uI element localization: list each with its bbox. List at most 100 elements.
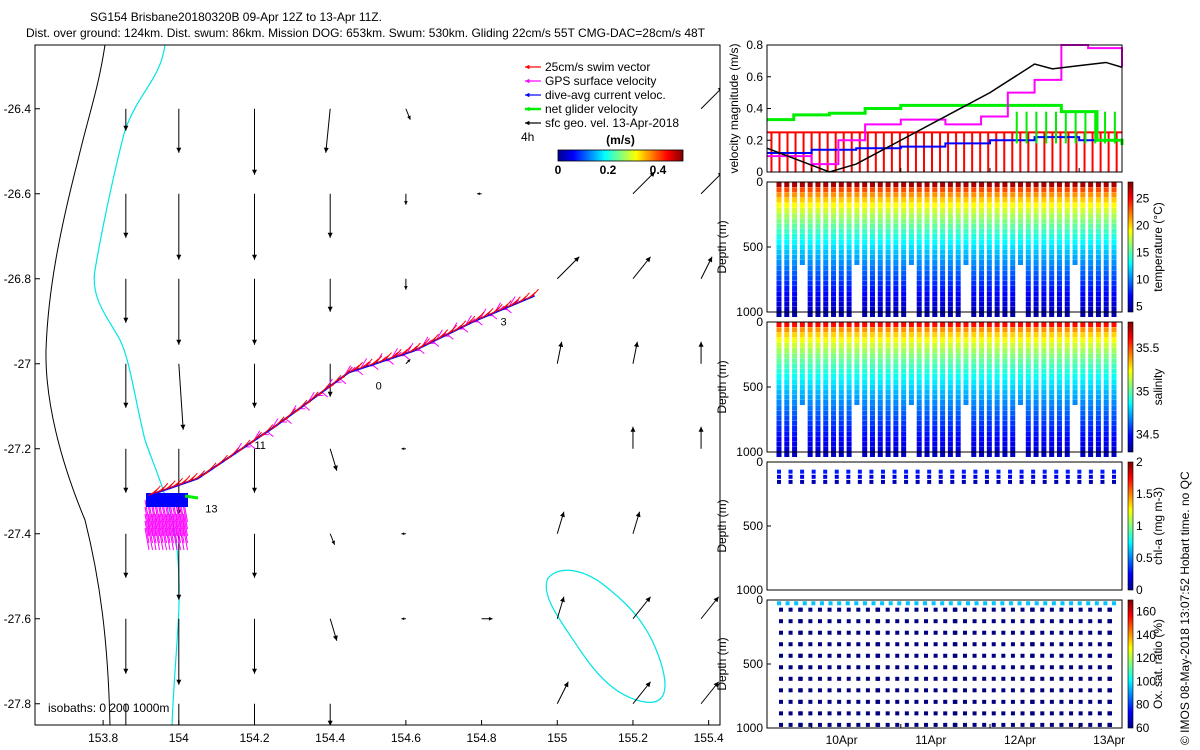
- profile-sample: [1049, 327, 1055, 333]
- profile-sample: [1080, 244, 1086, 250]
- profile-sample: [1002, 405, 1008, 411]
- profile-sample: [1088, 353, 1094, 359]
- profile-sample: [799, 327, 805, 333]
- profile-sample: [808, 699, 813, 704]
- profile-sample: [955, 291, 961, 297]
- profile-sample: [1033, 265, 1039, 271]
- profile-sample: [1041, 374, 1047, 379]
- profile-sample: [807, 332, 813, 338]
- profile-sample: [979, 228, 985, 234]
- arrow-head: [332, 465, 338, 471]
- profile-sample: [1042, 469, 1047, 474]
- profile-sample: [1064, 270, 1070, 276]
- profile-sample: [1064, 213, 1070, 219]
- profile-sample: [1059, 607, 1064, 612]
- profile-sample: [1025, 410, 1031, 416]
- profile-sample: [784, 342, 790, 348]
- swim-vector: [212, 463, 221, 469]
- profile-sample: [901, 394, 907, 400]
- profile-sample: [1064, 436, 1070, 442]
- profile-sample: [1033, 312, 1039, 317]
- profile-sample: [1103, 202, 1109, 208]
- profile-sample: [846, 270, 852, 276]
- profile-sample: [908, 379, 914, 385]
- profile-sample: [862, 374, 868, 379]
- profile-sample: [1059, 722, 1064, 727]
- profile-sample: [808, 642, 813, 647]
- profile-sample: [1095, 249, 1101, 255]
- profile-sample: [1033, 270, 1039, 276]
- profile-sample: [932, 426, 938, 431]
- profile-sample: [779, 619, 783, 624]
- profile-sample: [1059, 688, 1064, 693]
- profile-sample: [1033, 405, 1039, 411]
- profile-sample: [1001, 630, 1006, 635]
- profile-sample: [1049, 182, 1055, 187]
- velocity-series-line: [767, 136, 1123, 154]
- profile-sample: [1103, 436, 1109, 442]
- profile-sample: [827, 653, 832, 658]
- profile-sample: [1056, 197, 1062, 203]
- profile-sample: [788, 630, 793, 635]
- profile-sample: [1049, 213, 1055, 219]
- profile-sample: [916, 420, 922, 426]
- profile-sample: [916, 426, 922, 431]
- y-tick-label: -26.8: [4, 272, 32, 286]
- profile-sample: [838, 202, 844, 208]
- profile-sample: [877, 441, 883, 447]
- profile-sample: [1111, 223, 1117, 229]
- profile-sample: [1041, 249, 1047, 255]
- profile-sample: [953, 653, 958, 658]
- profile-sample: [811, 601, 816, 606]
- profile-sample: [1103, 410, 1109, 416]
- profile-sample: [776, 405, 782, 411]
- profile-sample: [862, 306, 868, 312]
- profile-sample: [865, 711, 870, 716]
- profile-sample: [1056, 436, 1062, 442]
- profile-sample: [854, 322, 860, 327]
- profile-sample: [869, 218, 875, 224]
- profile-sample: [784, 420, 790, 426]
- profile-sample: [862, 254, 868, 260]
- profile-sample: [831, 426, 837, 431]
- swim-vector: [197, 470, 206, 479]
- arrow-head: [645, 256, 651, 263]
- profile-sample: [901, 348, 907, 353]
- profile-sample: [1103, 415, 1109, 421]
- profile-sample: [846, 441, 852, 447]
- swim-vector: [400, 348, 408, 356]
- profile-sample: [1040, 688, 1045, 693]
- profile-sample: [1002, 249, 1008, 255]
- profile-sample: [862, 228, 868, 234]
- profile-sample: [854, 239, 860, 245]
- profile-sample: [1088, 389, 1094, 395]
- profile-sample: [1041, 218, 1047, 224]
- profile-sample: [971, 394, 977, 400]
- profile-sample: [932, 368, 938, 374]
- profile-sample: [1095, 218, 1101, 224]
- profile-sample: [885, 368, 891, 374]
- profile-sample: [799, 208, 805, 213]
- legend-label: net glider velocity: [545, 102, 638, 116]
- profile-sample: [895, 688, 900, 693]
- profile-sample: [1088, 642, 1093, 647]
- profile-sample: [885, 415, 891, 421]
- profile-sample: [924, 420, 930, 426]
- gps-vector: [360, 358, 368, 369]
- swim-vector: [322, 383, 331, 392]
- profile-sample: [792, 244, 798, 250]
- profile-sample: [994, 275, 1000, 281]
- profile-sample: [901, 353, 907, 359]
- geo-vector-arrow: [632, 511, 641, 534]
- profile-sample: [943, 630, 948, 635]
- profile-sample: [908, 394, 914, 400]
- gps-vector: [155, 506, 160, 530]
- profile-sample: [1072, 197, 1078, 203]
- profile-sample: [1088, 187, 1094, 193]
- swim-vector: [503, 300, 512, 309]
- profile-sample: [1025, 342, 1031, 348]
- profile-sample: [784, 327, 790, 333]
- profile-sample: [1056, 384, 1062, 390]
- x-tick-label: 154.2: [239, 731, 269, 745]
- profile-sample: [846, 182, 852, 187]
